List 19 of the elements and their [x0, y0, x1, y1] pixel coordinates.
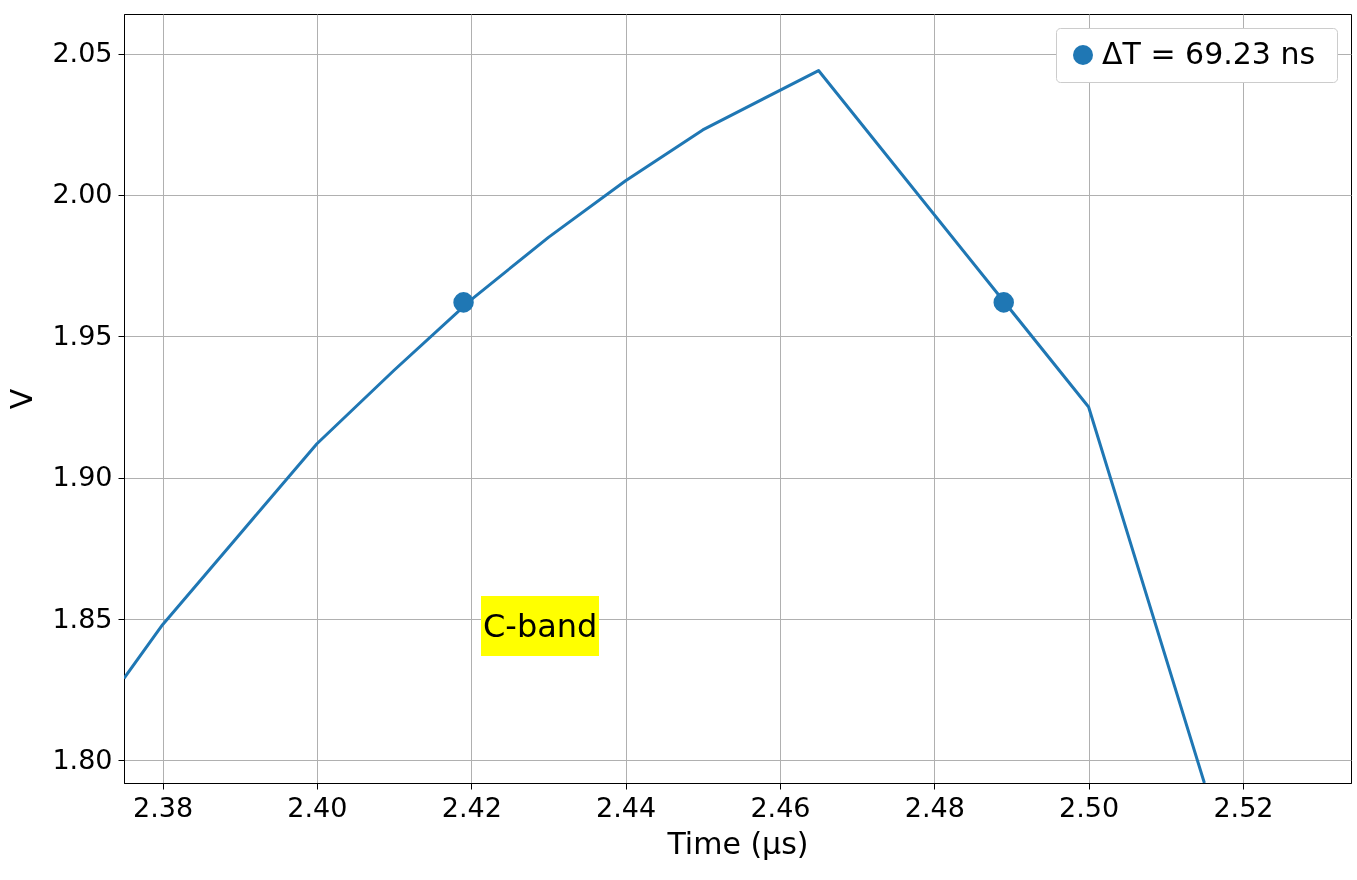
line-series	[124, 69, 1206, 783]
x-axis-title: Time (μs)	[666, 825, 809, 861]
x-tick-label: 2.42	[441, 791, 502, 823]
legend-label: ΔT = 69.23 ns	[1102, 36, 1316, 71]
x-tick-label: 2.46	[750, 791, 811, 823]
x-tick-label: 2.38	[133, 791, 194, 823]
x-tick-label: 2.44	[596, 791, 657, 823]
y-tick-label: 1.80	[52, 743, 113, 775]
x-tick-label: 2.48	[904, 791, 965, 823]
y-tick-label: 1.85	[52, 602, 113, 634]
y-tick-label: 1.95	[52, 319, 113, 351]
x-tick-label: 2.40	[287, 791, 348, 823]
x-tick-label: 2.52	[1213, 791, 1274, 823]
y-tick-label: 2.00	[52, 178, 113, 210]
y-tick-label: 1.90	[52, 461, 113, 493]
y-tick-label: 2.05	[52, 37, 113, 69]
annotation: C-band	[481, 596, 600, 656]
y-axis-title: V	[4, 388, 40, 410]
x-tick-label: 2.50	[1059, 791, 1120, 823]
